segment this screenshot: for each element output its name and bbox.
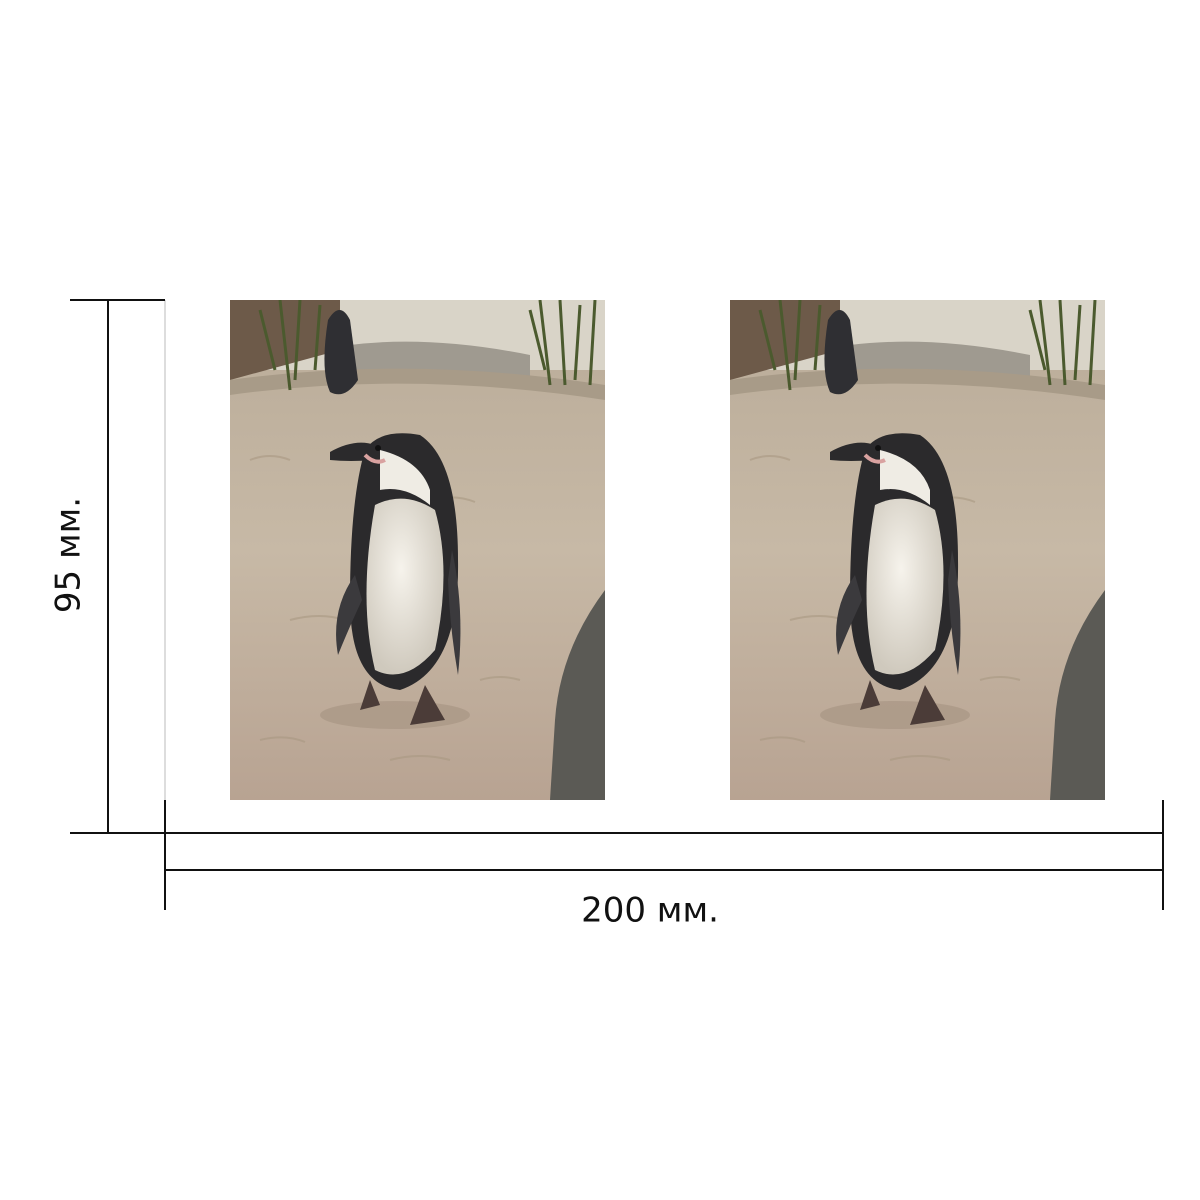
- product-photo: [730, 300, 1105, 800]
- width-label: 200 мм.: [581, 891, 719, 931]
- height-dimension: 95 мм.: [49, 299, 166, 834]
- width-dimension: 200 мм.: [164, 800, 1164, 931]
- product-photo: [230, 300, 605, 800]
- height-label: 95 мм.: [49, 497, 89, 613]
